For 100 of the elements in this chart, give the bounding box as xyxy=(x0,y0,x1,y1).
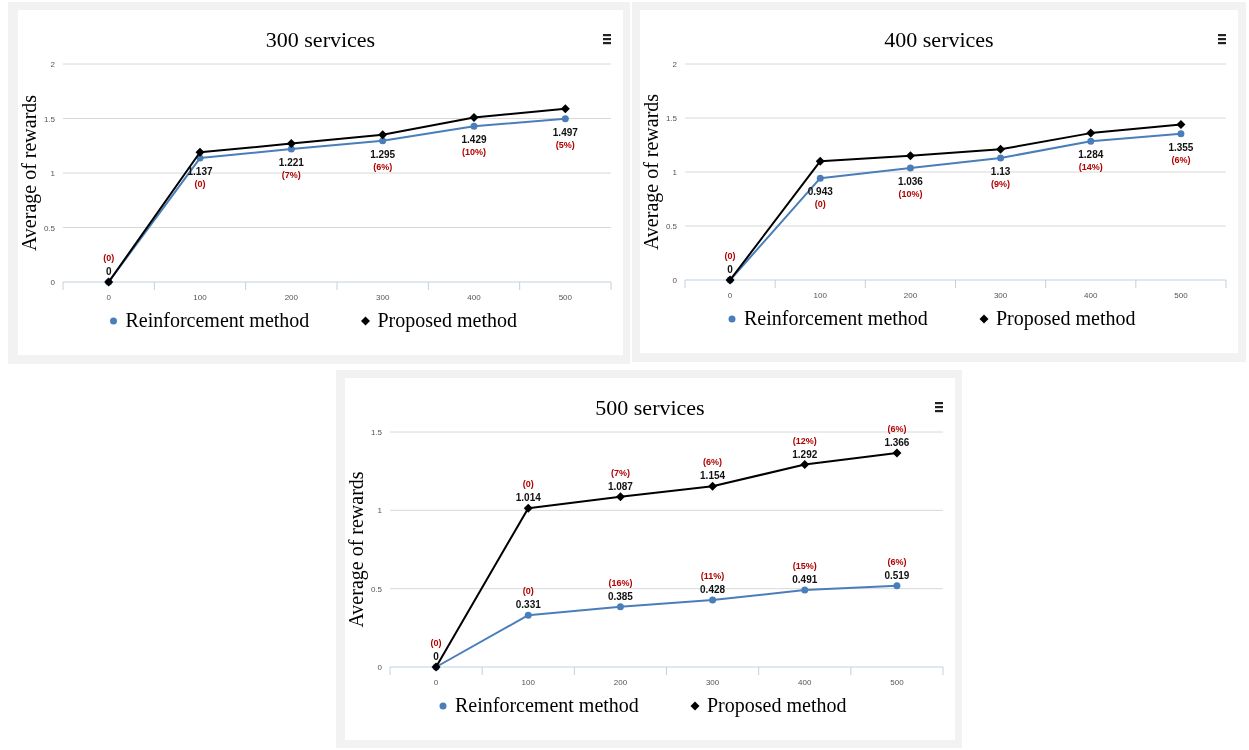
chart-title: 500 services xyxy=(595,395,705,420)
annotation: (0) xyxy=(103,253,115,263)
annotation: (0) xyxy=(724,251,736,261)
y-axis-title: Average of rewards xyxy=(345,471,368,628)
y-tick-label: 2 xyxy=(672,60,678,69)
x-tick-label: 100 xyxy=(193,293,208,302)
point xyxy=(906,164,914,172)
point xyxy=(561,115,569,123)
legend-label: Proposed method xyxy=(707,694,847,717)
data-label: 1.497 xyxy=(552,126,579,138)
annotation: (12%) xyxy=(792,435,817,446)
x-tick-label: 100 xyxy=(521,678,536,687)
data-label: 1.014 xyxy=(515,492,542,504)
data-label: 0.491 xyxy=(792,574,818,586)
annotation: (0) xyxy=(814,199,826,210)
x-tick-label: 500 xyxy=(1174,291,1189,300)
x-tick-label: 300 xyxy=(993,291,1008,300)
legend-label: Reinforcement method xyxy=(744,307,928,329)
x-tick-label: 200 xyxy=(903,291,918,300)
x-tick-label: 0 xyxy=(106,293,112,302)
annotation: (6%) xyxy=(703,457,723,468)
x-tick-label: 200 xyxy=(284,293,299,302)
data-label: 1.366 xyxy=(884,436,910,448)
data-label: 1.154 xyxy=(700,470,726,482)
y-tick-label: 0 xyxy=(50,278,56,287)
y-tick-label: 1 xyxy=(377,506,383,516)
x-tick-label: 0 xyxy=(727,291,733,300)
x-tick-label: 300 xyxy=(375,293,390,302)
legend-label: Reinforcement method xyxy=(125,309,310,331)
annotation: (14%) xyxy=(1078,162,1103,173)
data-label: 1.355 xyxy=(1168,141,1194,153)
legend-label: Proposed method xyxy=(377,309,517,332)
data-label: 0 xyxy=(727,264,734,275)
chart-title: 400 services xyxy=(884,27,994,52)
data-label: 1.221 xyxy=(278,156,305,168)
annotation: (0) xyxy=(430,638,442,648)
point xyxy=(523,503,533,513)
data-label: 0 xyxy=(433,651,440,662)
y-tick-label: 0.5 xyxy=(665,222,678,231)
x-tick-label: 500 xyxy=(558,293,573,302)
y-tick-label: 0.5 xyxy=(370,584,383,594)
data-label: 1.284 xyxy=(1078,149,1104,161)
annotation: (0) xyxy=(194,179,206,190)
data-label: 1.087 xyxy=(607,480,634,492)
annotation: (7%) xyxy=(610,467,630,478)
legend-label: Reinforcement method xyxy=(455,694,639,716)
x-tick-label: 400 xyxy=(467,293,482,302)
point xyxy=(816,174,824,182)
data-label: 0.331 xyxy=(515,599,542,611)
annotation: (10%) xyxy=(461,147,487,158)
data-label: 0.385 xyxy=(607,590,634,602)
point xyxy=(801,586,809,594)
point xyxy=(470,122,478,130)
annotation: (6%) xyxy=(887,556,907,567)
annotation: (15%) xyxy=(792,561,817,572)
y-tick-label: 1 xyxy=(672,168,678,177)
point xyxy=(1086,128,1096,138)
annotation: (6%) xyxy=(373,161,393,172)
legend-label: Proposed method xyxy=(996,307,1136,330)
point xyxy=(195,147,205,157)
point xyxy=(524,611,532,619)
annotation: (11%) xyxy=(700,570,725,581)
y-tick-label: 1.5 xyxy=(43,114,56,124)
point xyxy=(815,156,825,166)
data-label: 0.428 xyxy=(700,583,726,595)
y-axis-title: Average of rewards xyxy=(640,93,663,251)
annotation: (5%) xyxy=(555,139,575,150)
y-axis-title: Average of rewards xyxy=(18,94,41,252)
data-label: 0 xyxy=(105,266,112,277)
annotation: (6%) xyxy=(887,423,907,434)
x-tick-label: 0 xyxy=(433,678,439,687)
data-label: 1.292 xyxy=(792,448,818,460)
data-label: 0.519 xyxy=(884,569,910,581)
data-label: 1.295 xyxy=(370,148,396,160)
point xyxy=(893,582,901,590)
data-label: 1.429 xyxy=(461,134,487,146)
annotation: (6%) xyxy=(1171,154,1191,165)
x-tick-label: 100 xyxy=(813,291,828,300)
point xyxy=(892,448,902,458)
data-label: 0.943 xyxy=(807,186,834,198)
chart-title: 300 services xyxy=(265,27,376,52)
point xyxy=(996,144,1006,154)
annotation: (9%) xyxy=(991,178,1011,189)
y-tick-label: 0 xyxy=(672,276,678,285)
x-tick-label: 300 xyxy=(705,678,720,687)
y-tick-label: 2 xyxy=(50,60,56,69)
point xyxy=(800,460,810,470)
y-tick-label: 1.5 xyxy=(370,428,383,437)
point xyxy=(378,130,388,140)
x-tick-label: 500 xyxy=(890,678,905,687)
annotation: (0) xyxy=(522,479,534,490)
y-tick-label: 1.5 xyxy=(665,114,678,123)
point xyxy=(1087,137,1095,145)
point xyxy=(1176,119,1186,129)
point xyxy=(286,139,296,149)
y-tick-label: 0.5 xyxy=(43,223,56,233)
annotation: (10%) xyxy=(898,189,923,200)
annotation: (7%) xyxy=(281,169,301,180)
x-tick-label: 400 xyxy=(1084,291,1098,300)
point xyxy=(708,481,718,491)
